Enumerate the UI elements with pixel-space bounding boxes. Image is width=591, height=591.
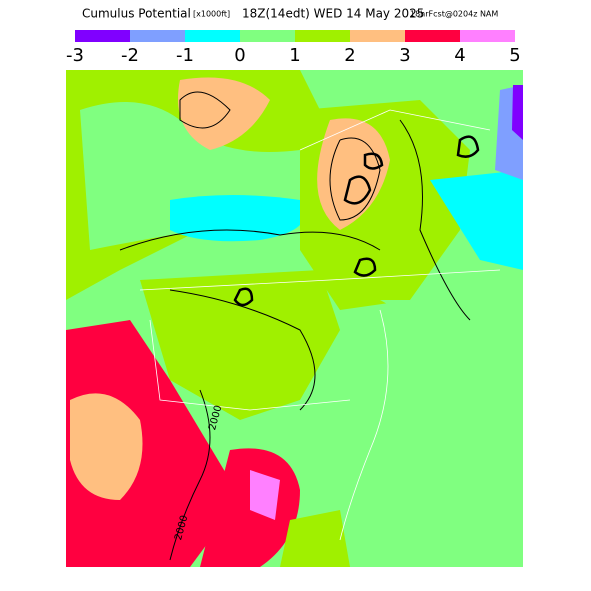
- legend-label: 2: [344, 45, 355, 66]
- legend-label: 0: [234, 45, 245, 66]
- field-region: [170, 195, 305, 242]
- forecast: 18hrFcst@0204z NAM: [410, 10, 498, 19]
- coastline: [339, 309, 389, 541]
- field-region: [430, 170, 523, 270]
- legend-label: 4: [454, 45, 465, 66]
- contour: [179, 91, 231, 129]
- field-region: [280, 510, 350, 567]
- field-region: [317, 118, 390, 230]
- contour: [456, 135, 480, 158]
- legend-swatch: [240, 30, 295, 42]
- contour: [169, 389, 211, 561]
- field-region: [66, 320, 230, 567]
- field-region: [512, 85, 523, 140]
- field-region: [380, 300, 523, 567]
- legend-swatch: [460, 30, 515, 42]
- border: [139, 269, 501, 291]
- title: Cumulus Potential: [82, 7, 191, 21]
- contour: [169, 289, 316, 411]
- contour: [363, 152, 384, 170]
- legend-label: -1: [176, 45, 194, 66]
- contour: [329, 137, 381, 221]
- contour: [399, 119, 471, 321]
- legend-label: 1: [289, 45, 300, 66]
- legend-swatch: [295, 30, 350, 42]
- legend-label: 3: [399, 45, 410, 66]
- legend-swatch: [75, 30, 130, 42]
- legend-swatch: [405, 30, 460, 42]
- valid-time: 18Z(14edt) WED 14 May 2025: [242, 7, 424, 21]
- legend-label: -2: [121, 45, 139, 66]
- border: [299, 109, 491, 151]
- contour: [119, 229, 381, 251]
- field-region: [250, 470, 280, 520]
- map: 2000 2000: [66, 70, 523, 567]
- contour: [233, 287, 254, 307]
- units: [x1000ft]: [193, 10, 230, 19]
- border: [149, 319, 351, 411]
- field-region: [178, 77, 270, 150]
- legend-swatch: [130, 30, 185, 42]
- contour: [343, 175, 372, 205]
- legend: -3 -2 -1 0 1 2 3 4 5: [66, 30, 521, 66]
- field-region: [140, 270, 340, 420]
- contour: [353, 257, 377, 277]
- legend-label: -3: [66, 45, 84, 66]
- legend-swatch: [185, 30, 240, 42]
- legend-label: 5: [509, 45, 520, 66]
- field-region: [70, 393, 143, 500]
- legend-swatch: [350, 30, 405, 42]
